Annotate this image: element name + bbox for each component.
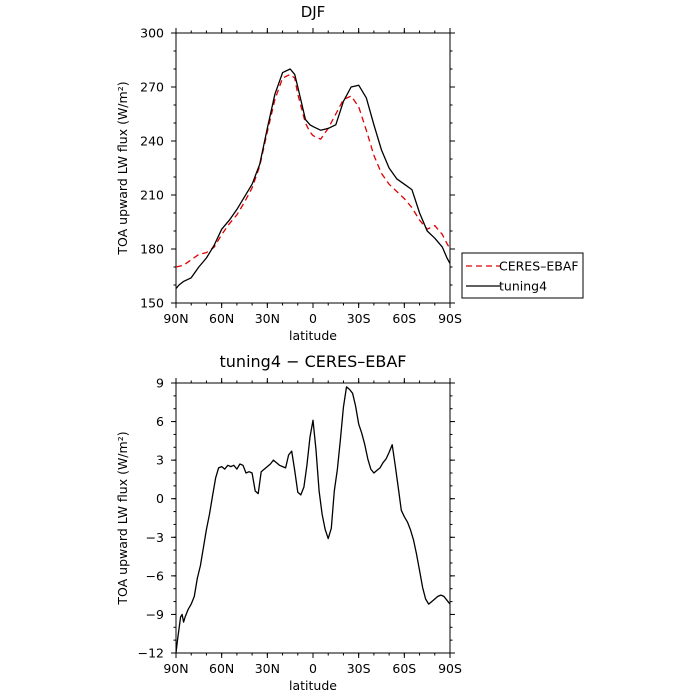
x-tick-label: 30S [347, 661, 371, 676]
y-tick-label: 210 [140, 188, 164, 203]
y-axis-label: TOA upward LW flux (W/m²) [115, 81, 130, 255]
y-tick-label: −6 [146, 568, 164, 583]
series-line [175, 73, 451, 268]
y-axis-label: TOA upward LW flux (W/m²) [115, 431, 130, 605]
x-tick-label: 30S [347, 311, 371, 326]
x-tick-label: 0 [309, 661, 317, 676]
y-tick-label: 300 [140, 26, 164, 41]
plot-frame [175, 32, 451, 304]
x-tick-label: 90S [438, 661, 462, 676]
y-tick-label: 3 [156, 453, 164, 468]
x-tick-label: 90S [438, 311, 462, 326]
x-axis-label: latitude [289, 678, 337, 693]
x-tick-label: 60N [209, 311, 234, 326]
y-tick-label: 240 [140, 134, 164, 149]
legend-label: tuning4 [499, 279, 547, 294]
y-tick-label: −9 [146, 607, 164, 622]
x-tick-label: 0 [309, 311, 317, 326]
y-tick-label: 9 [156, 376, 164, 391]
legend-box [461, 252, 584, 299]
difference-panel: tuning4 − CERES–EBAF −12 −9 −6 −3 0 3 6 9 90N 60N 3… [115, 352, 462, 693]
x-tick-label: 90N [163, 661, 188, 676]
y-tick-label: 180 [140, 242, 164, 257]
x-axis-label: latitude [289, 328, 337, 343]
y-tick-label: 150 [140, 296, 164, 311]
y-tick-label: 6 [156, 414, 164, 429]
legend: CERES–EBAF tuning4 [461, 252, 584, 299]
y-tick-label: −3 [146, 530, 164, 545]
x-tick-label: 60N [209, 661, 234, 676]
x-tick-label: 30N [255, 311, 280, 326]
legend-label: CERES–EBAF [499, 259, 579, 274]
series-line [175, 386, 451, 654]
chart-title: DJF [301, 3, 326, 21]
y-tick-label: 270 [140, 80, 164, 95]
y-tick-label: −12 [138, 646, 164, 661]
djf-panel: DJF 150 180 210 240 270 300 90N 60N 30N 0 30S 60S 90S… [115, 3, 584, 343]
series-line [175, 68, 451, 290]
x-tick-label: 90N [163, 311, 188, 326]
x-tick-label: 60S [392, 661, 416, 676]
chart-title: tuning4 − CERES–EBAF [220, 352, 407, 371]
x-tick-label: 30N [255, 661, 280, 676]
x-tick-label: 60S [392, 311, 416, 326]
y-tick-label: 0 [156, 491, 164, 506]
